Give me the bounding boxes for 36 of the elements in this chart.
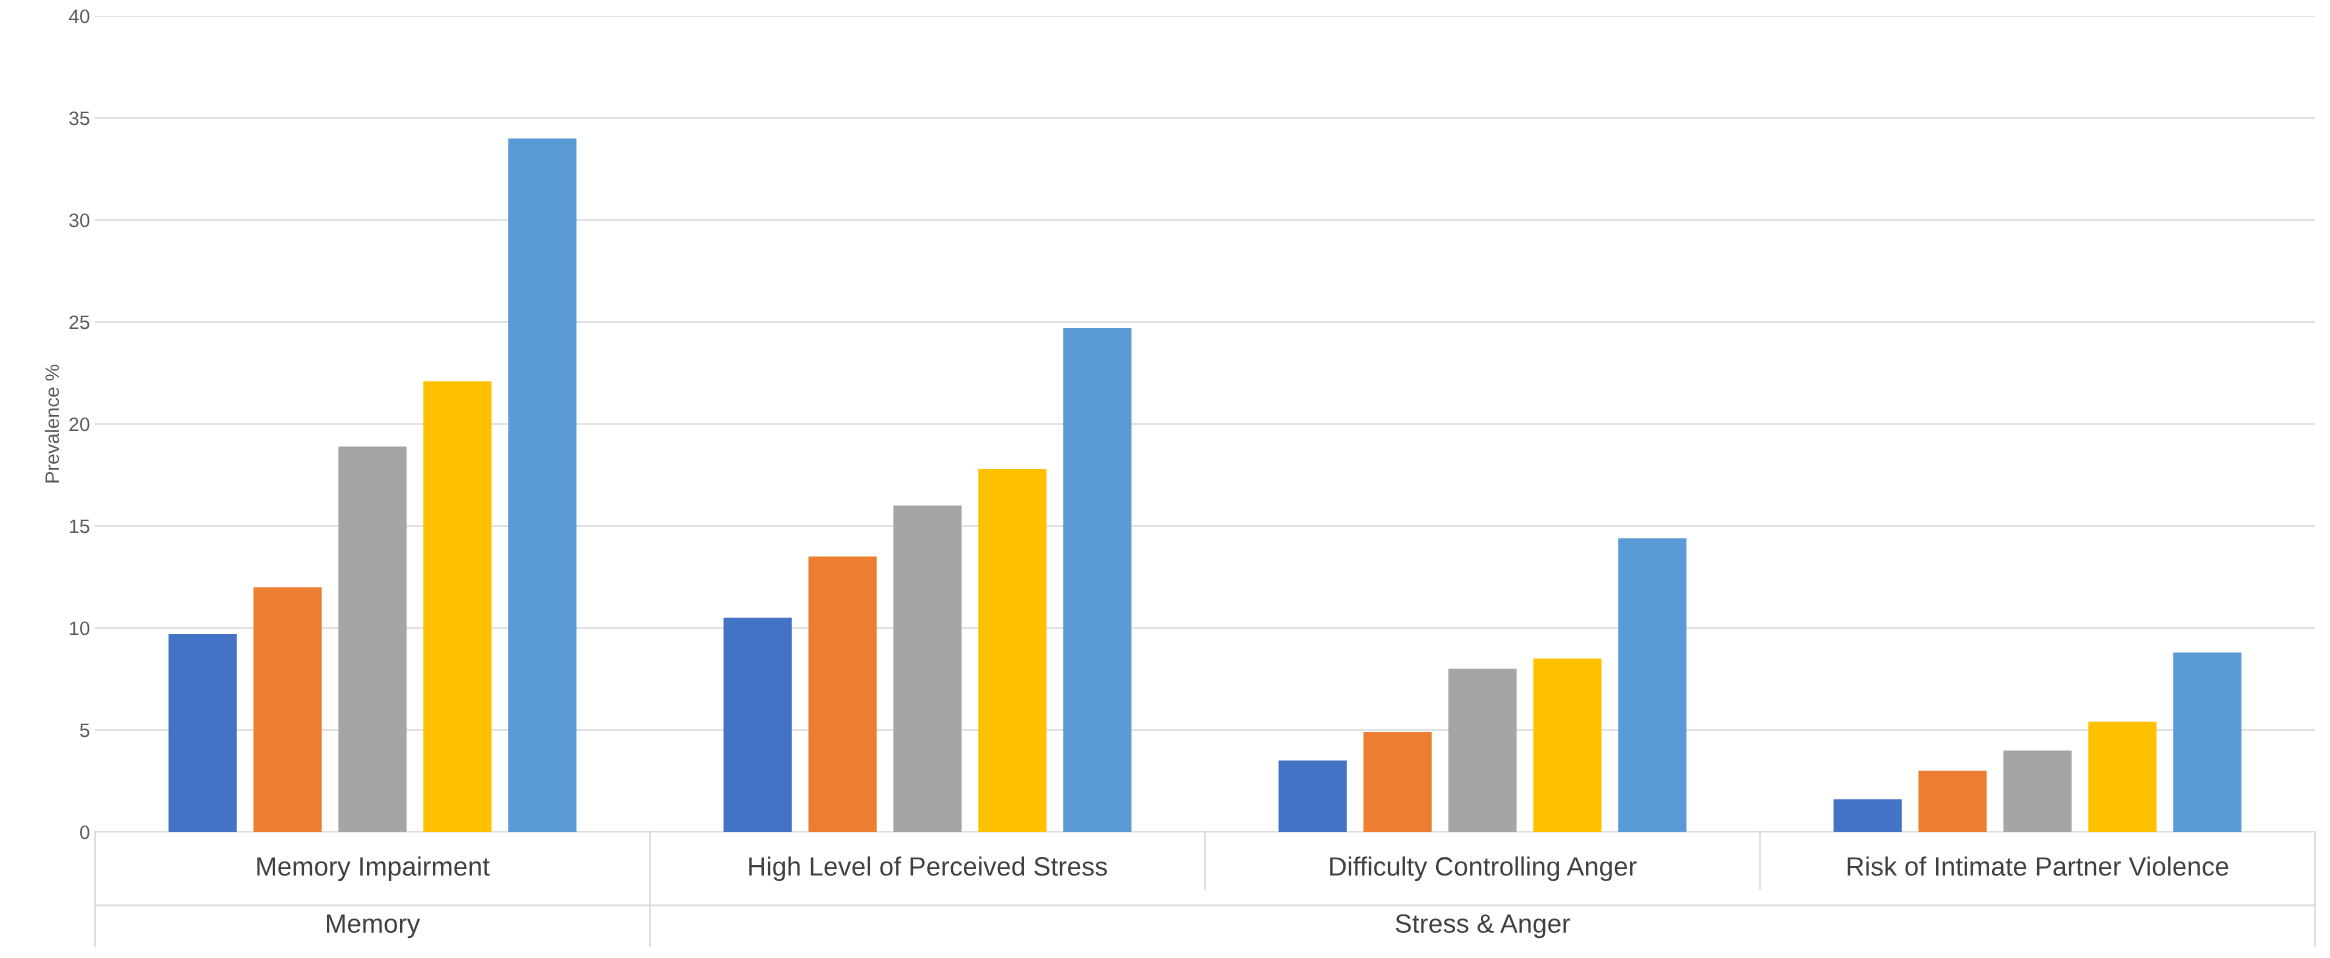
bar <box>1918 770 1987 832</box>
bar <box>1278 760 1347 832</box>
bar <box>253 587 322 832</box>
y-tick-label: 40 <box>68 9 90 24</box>
bar <box>1833 799 1902 832</box>
bar <box>1618 538 1687 832</box>
y-tick-label: 10 <box>70 621 90 636</box>
bar <box>2003 750 2072 832</box>
bar <box>978 468 1047 832</box>
bar <box>893 505 962 832</box>
x-tick-label: Difficulty Controlling Anger <box>1330 856 1637 882</box>
bar <box>1533 658 1602 832</box>
y-tick-label: 20 <box>69 417 90 432</box>
bar <box>168 634 237 832</box>
y-tick-label: 30 <box>69 213 90 228</box>
text: Stress & Anger <box>1395 914 1571 939</box>
x-tick-label: High Level of Perceived Stress <box>749 856 1107 882</box>
y-tick-label: 0 <box>80 825 90 840</box>
bar <box>423 381 492 832</box>
y-tick-label: 15 <box>70 519 90 534</box>
x-tick-label: Memory Impairment <box>257 856 490 882</box>
y-tick-label: 25 <box>69 315 90 330</box>
bar <box>808 556 877 832</box>
y-tick-label: 5 <box>80 723 90 738</box>
bar <box>723 617 792 832</box>
bar <box>338 446 407 832</box>
bar <box>1363 732 1432 832</box>
bar <box>2173 652 2242 832</box>
y-axis-title: Prevalence % <box>44 364 60 483</box>
text: Memory <box>327 914 421 939</box>
bar <box>1063 328 1132 832</box>
bar <box>508 138 577 832</box>
x-tick-label: Risk of Intimate Partner Violence <box>1847 856 2229 876</box>
bar <box>1448 668 1517 832</box>
bar <box>2088 721 2157 832</box>
y-tick-label: 35 <box>69 111 90 126</box>
